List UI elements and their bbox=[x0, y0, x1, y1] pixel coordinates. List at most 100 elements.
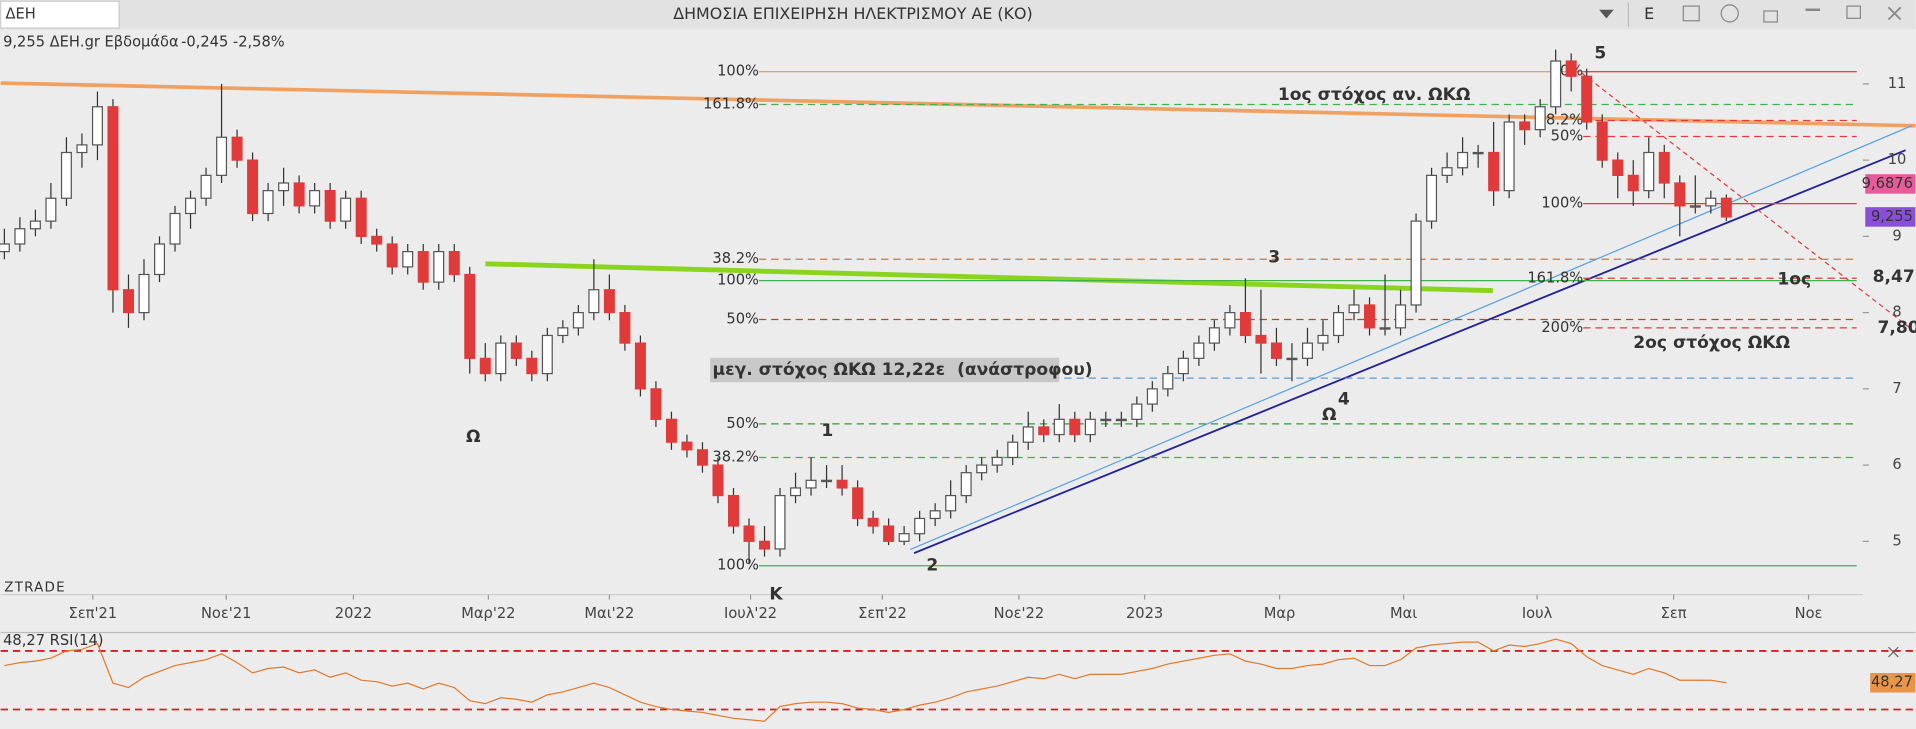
rsi-tag bbox=[1870, 672, 1916, 693]
symbol-box[interactable] bbox=[0, 0, 120, 29]
dropdown[interactable] bbox=[1599, 9, 1614, 19]
candle-body bbox=[852, 487, 864, 520]
icon[interactable] bbox=[1720, 4, 1739, 23]
icon[interactable] bbox=[1763, 10, 1778, 23]
y-tick-label: 5 bbox=[1892, 532, 1901, 549]
candle-body bbox=[1239, 311, 1251, 337]
window-title: ΔΗΜΟΣΙΑ ΕΠΙΧΕΙΡΗΣΗ ΗΛΕΚΤΡΙΣΜΟΥ ΑΕ (ΚΟ) bbox=[673, 4, 1032, 23]
fib-label: 50% bbox=[726, 310, 759, 327]
candle-body bbox=[1705, 197, 1717, 207]
candle-body bbox=[945, 494, 957, 512]
y-tick-label: 10 bbox=[1888, 151, 1907, 168]
candle-body bbox=[1131, 403, 1143, 420]
candle-body bbox=[278, 182, 290, 192]
candle-body bbox=[340, 197, 352, 222]
toolbar bbox=[0, 0, 1916, 30]
candle-body bbox=[883, 525, 895, 542]
fib-label: 38.2% bbox=[1537, 111, 1584, 128]
candle-body bbox=[309, 190, 321, 207]
candle-body bbox=[681, 441, 693, 451]
candle-body bbox=[1441, 167, 1453, 176]
fib-label: 161.8% bbox=[1527, 269, 1583, 286]
annotation-box bbox=[710, 357, 1060, 383]
candle-body bbox=[914, 517, 926, 535]
candle-body bbox=[231, 136, 243, 161]
candle-body bbox=[1720, 197, 1732, 218]
target-label: 7,80 bbox=[1877, 318, 1916, 338]
trendline bbox=[913, 149, 1906, 555]
fib-label: 38.2% bbox=[712, 250, 759, 267]
candle-body bbox=[45, 197, 57, 222]
candle-body bbox=[1674, 182, 1686, 207]
candle-body bbox=[1022, 426, 1034, 443]
candle-body bbox=[122, 289, 134, 314]
candle-body bbox=[526, 357, 538, 375]
candle-body bbox=[371, 235, 383, 245]
annotation: 1ος στόχος αν. ΩΚΩ bbox=[1278, 85, 1471, 105]
candle-body bbox=[1301, 342, 1313, 359]
candle-body bbox=[464, 273, 476, 359]
candle-body bbox=[200, 174, 212, 199]
price-tag-label: 9,255 bbox=[1871, 208, 1913, 225]
symbol: ΔΕΗ bbox=[6, 6, 36, 23]
candle-body bbox=[1255, 334, 1267, 344]
candle-body bbox=[1364, 304, 1376, 329]
trendline bbox=[1581, 72, 1916, 333]
candle-body bbox=[1348, 304, 1360, 314]
candle-body bbox=[1689, 205, 1701, 208]
x-tick-label: Μαι bbox=[1390, 605, 1417, 622]
wave-label: 5 bbox=[1594, 44, 1606, 64]
close-icon[interactable] bbox=[1887, 6, 1902, 21]
wave-label: 3 bbox=[1268, 248, 1280, 268]
candle-body bbox=[324, 190, 336, 222]
target-label: 8,47 bbox=[1873, 267, 1915, 287]
annotation: μεγ. στόχος ΩΚΩ 12,22ε (ανάστροφου) bbox=[713, 360, 1093, 380]
fib-label: 200% bbox=[1541, 319, 1583, 336]
candle-body bbox=[1100, 418, 1112, 422]
candle-body bbox=[867, 517, 879, 527]
candle-body bbox=[1426, 174, 1438, 222]
candle-body bbox=[821, 479, 833, 483]
icon[interactable] bbox=[1846, 5, 1862, 19]
rsi-label: 48,27 RSI(14) bbox=[3, 632, 103, 649]
x-tick-label: Νοε bbox=[1795, 605, 1823, 622]
candle-body bbox=[572, 311, 584, 329]
candle-body bbox=[790, 487, 802, 497]
close-panel[interactable] bbox=[1888, 646, 1899, 658]
candle-body bbox=[293, 182, 305, 207]
candle-body bbox=[1503, 121, 1515, 192]
candle-body bbox=[1162, 372, 1174, 390]
info-symbol: 9,255 ΔΕΗ.gr Εβδομάδα bbox=[3, 34, 179, 51]
price-tag-label: 9,6876 bbox=[1862, 175, 1913, 192]
candle-body bbox=[262, 190, 274, 215]
x-tick-label: 2022 bbox=[335, 605, 372, 622]
candle-body bbox=[169, 212, 181, 245]
candle-body bbox=[76, 144, 88, 154]
candle-body bbox=[929, 510, 941, 520]
y-tick-label: 8 bbox=[1892, 304, 1901, 321]
candle-body bbox=[1534, 106, 1546, 131]
candle-body bbox=[417, 251, 429, 283]
candle-body bbox=[448, 251, 460, 276]
candle-body bbox=[1612, 159, 1624, 176]
y-tick-label: 11 bbox=[1888, 75, 1907, 92]
candle-body bbox=[29, 220, 41, 230]
candle-body bbox=[14, 228, 26, 245]
fib-label: 161.8% bbox=[703, 95, 759, 112]
candle-body bbox=[1472, 151, 1484, 155]
candle-body bbox=[665, 418, 677, 443]
candle-body bbox=[650, 388, 662, 420]
toolbar-button[interactable]: E bbox=[1644, 4, 1654, 23]
candle-body bbox=[1596, 121, 1608, 161]
candle-body bbox=[727, 494, 739, 527]
candle-body bbox=[1115, 418, 1127, 422]
x-tick-label: Ιουλ'22 bbox=[724, 605, 777, 622]
icon[interactable] bbox=[1682, 5, 1700, 22]
trendline bbox=[910, 125, 1912, 551]
candle-body bbox=[1643, 151, 1655, 192]
candle-body bbox=[1627, 174, 1639, 192]
candle-body bbox=[712, 464, 724, 497]
watermark: ZTRADE bbox=[4, 580, 66, 595]
candle-body bbox=[1193, 342, 1205, 359]
price-tag bbox=[1865, 174, 1916, 194]
